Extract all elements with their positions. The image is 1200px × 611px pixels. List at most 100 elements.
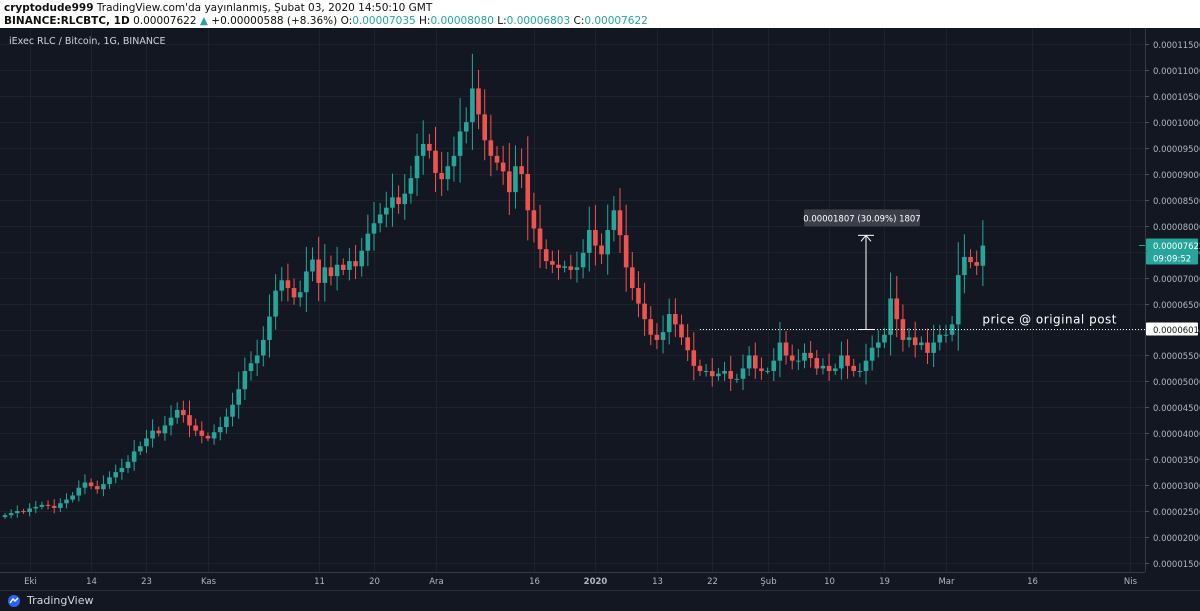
- candle-up: [230, 404, 235, 417]
- candle-down: [476, 88, 481, 115]
- candle-up: [771, 360, 777, 372]
- price-tick-label: 0.00003500: [1153, 456, 1200, 466]
- high-value: 0.00008080: [430, 15, 494, 27]
- candle-down: [845, 355, 850, 366]
- candle-up: [470, 88, 475, 123]
- candle-up: [107, 477, 112, 485]
- candle-up: [33, 506, 39, 509]
- candle-up: [384, 207, 389, 215]
- candle-up: [304, 271, 309, 293]
- low-value: 0.00006803: [506, 15, 571, 27]
- candlestick-chart[interactable]: price @ original post 0.00001807 (30.09%)…: [0, 28, 1200, 590]
- candle-down: [679, 324, 684, 338]
- candle-down: [88, 482, 94, 487]
- candle-up: [144, 438, 149, 447]
- candle-up: [334, 264, 340, 277]
- price-tick-label: 0.00011500: [1153, 41, 1200, 51]
- candle-up: [242, 371, 248, 390]
- time-tick-label: Ara: [429, 577, 444, 587]
- candle-up: [390, 197, 395, 208]
- time-tick-label: Nis: [1124, 577, 1138, 587]
- candle-down: [642, 303, 647, 320]
- candle-down: [396, 197, 401, 205]
- candle-down: [925, 342, 930, 353]
- candle-up: [463, 122, 469, 132]
- time-tick-label: 13: [652, 577, 663, 587]
- candle-up: [8, 513, 14, 516]
- price-axis-panel: [1145, 28, 1200, 590]
- original-price-tag: [1146, 322, 1198, 336]
- candle-down: [328, 267, 334, 277]
- candle-up: [857, 371, 863, 373]
- candle-down: [783, 342, 789, 356]
- candle-up: [347, 261, 352, 270]
- candle-down: [205, 435, 211, 439]
- candle-down: [894, 298, 900, 320]
- candle-up: [365, 233, 371, 251]
- open-value: 0.00007035: [352, 15, 416, 27]
- candle-down: [568, 266, 574, 270]
- candle-up: [273, 290, 278, 317]
- time-tick-label: 11: [314, 577, 325, 587]
- candle-up: [943, 334, 949, 336]
- candle-up: [58, 503, 63, 508]
- price-tick-label: 0.00003000: [1153, 482, 1200, 492]
- candle-up: [377, 214, 383, 224]
- price-tick-label: 0.00004500: [1153, 404, 1200, 414]
- current-price-label: 0.00007622: [1153, 242, 1200, 252]
- candle-down: [691, 350, 697, 366]
- overlay: price @ original post 0.00001807 (30.09%)…: [699, 209, 1145, 330]
- price-tick-label: 0.00008500: [1153, 197, 1200, 207]
- candle-up: [414, 155, 420, 179]
- price-tick-label: 0.00010500: [1153, 93, 1200, 103]
- candle-down: [759, 368, 764, 372]
- candle-up: [876, 342, 881, 348]
- candle-up: [113, 472, 118, 478]
- candle-down: [285, 280, 291, 289]
- candle-up: [279, 280, 285, 291]
- candle-up: [408, 178, 414, 194]
- candle-down: [500, 162, 506, 172]
- candle-down: [900, 319, 906, 340]
- candle-up: [937, 334, 943, 343]
- candle-up: [820, 365, 826, 369]
- grid-lines: [0, 28, 1145, 572]
- candle-up: [420, 143, 426, 156]
- candle-down: [789, 355, 795, 361]
- candle-down: [968, 256, 973, 263]
- price-tick-label: 0.00004000: [1153, 430, 1200, 440]
- candle-down: [648, 319, 654, 335]
- close-value: 0.00007622: [584, 15, 648, 27]
- candle-up: [919, 342, 924, 346]
- candle-up: [211, 432, 217, 439]
- publisher-name[interactable]: cryptodude999: [4, 2, 94, 14]
- candle-down: [482, 114, 487, 141]
- price-tick-label: 0.00008000: [1153, 223, 1200, 233]
- countdown-label: 09:09:52: [1153, 254, 1191, 264]
- candle-up: [371, 223, 377, 234]
- candle-down: [316, 259, 321, 283]
- price-tick-label: 0.00009500: [1153, 145, 1200, 155]
- candle-up: [513, 166, 518, 193]
- candle-up: [15, 511, 20, 514]
- candle-down: [617, 210, 623, 236]
- time-tick-label: Mar: [938, 577, 955, 587]
- candle-down: [593, 230, 598, 246]
- tradingview-logo[interactable]: TradingView: [6, 594, 93, 607]
- price-tick-label: 0.00009000: [1153, 171, 1200, 181]
- candle-up: [82, 482, 88, 488]
- candle-up: [580, 252, 586, 268]
- time-tick-label: 19: [879, 577, 890, 587]
- candle-up: [261, 339, 266, 356]
- candle-up: [863, 360, 869, 372]
- chart-area[interactable]: price @ original post 0.00001807 (30.09%)…: [0, 28, 1200, 590]
- candle-down: [433, 150, 438, 173]
- candle-up: [796, 360, 801, 362]
- candle-up: [236, 389, 241, 405]
- header: cryptodude999 TradingView.com'da yayınla…: [0, 0, 1200, 28]
- measure-arrow-icon: [860, 234, 872, 242]
- candle-down: [94, 486, 100, 490]
- candle-up: [162, 425, 168, 434]
- candle-up: [586, 230, 592, 253]
- candle-up: [574, 267, 580, 270]
